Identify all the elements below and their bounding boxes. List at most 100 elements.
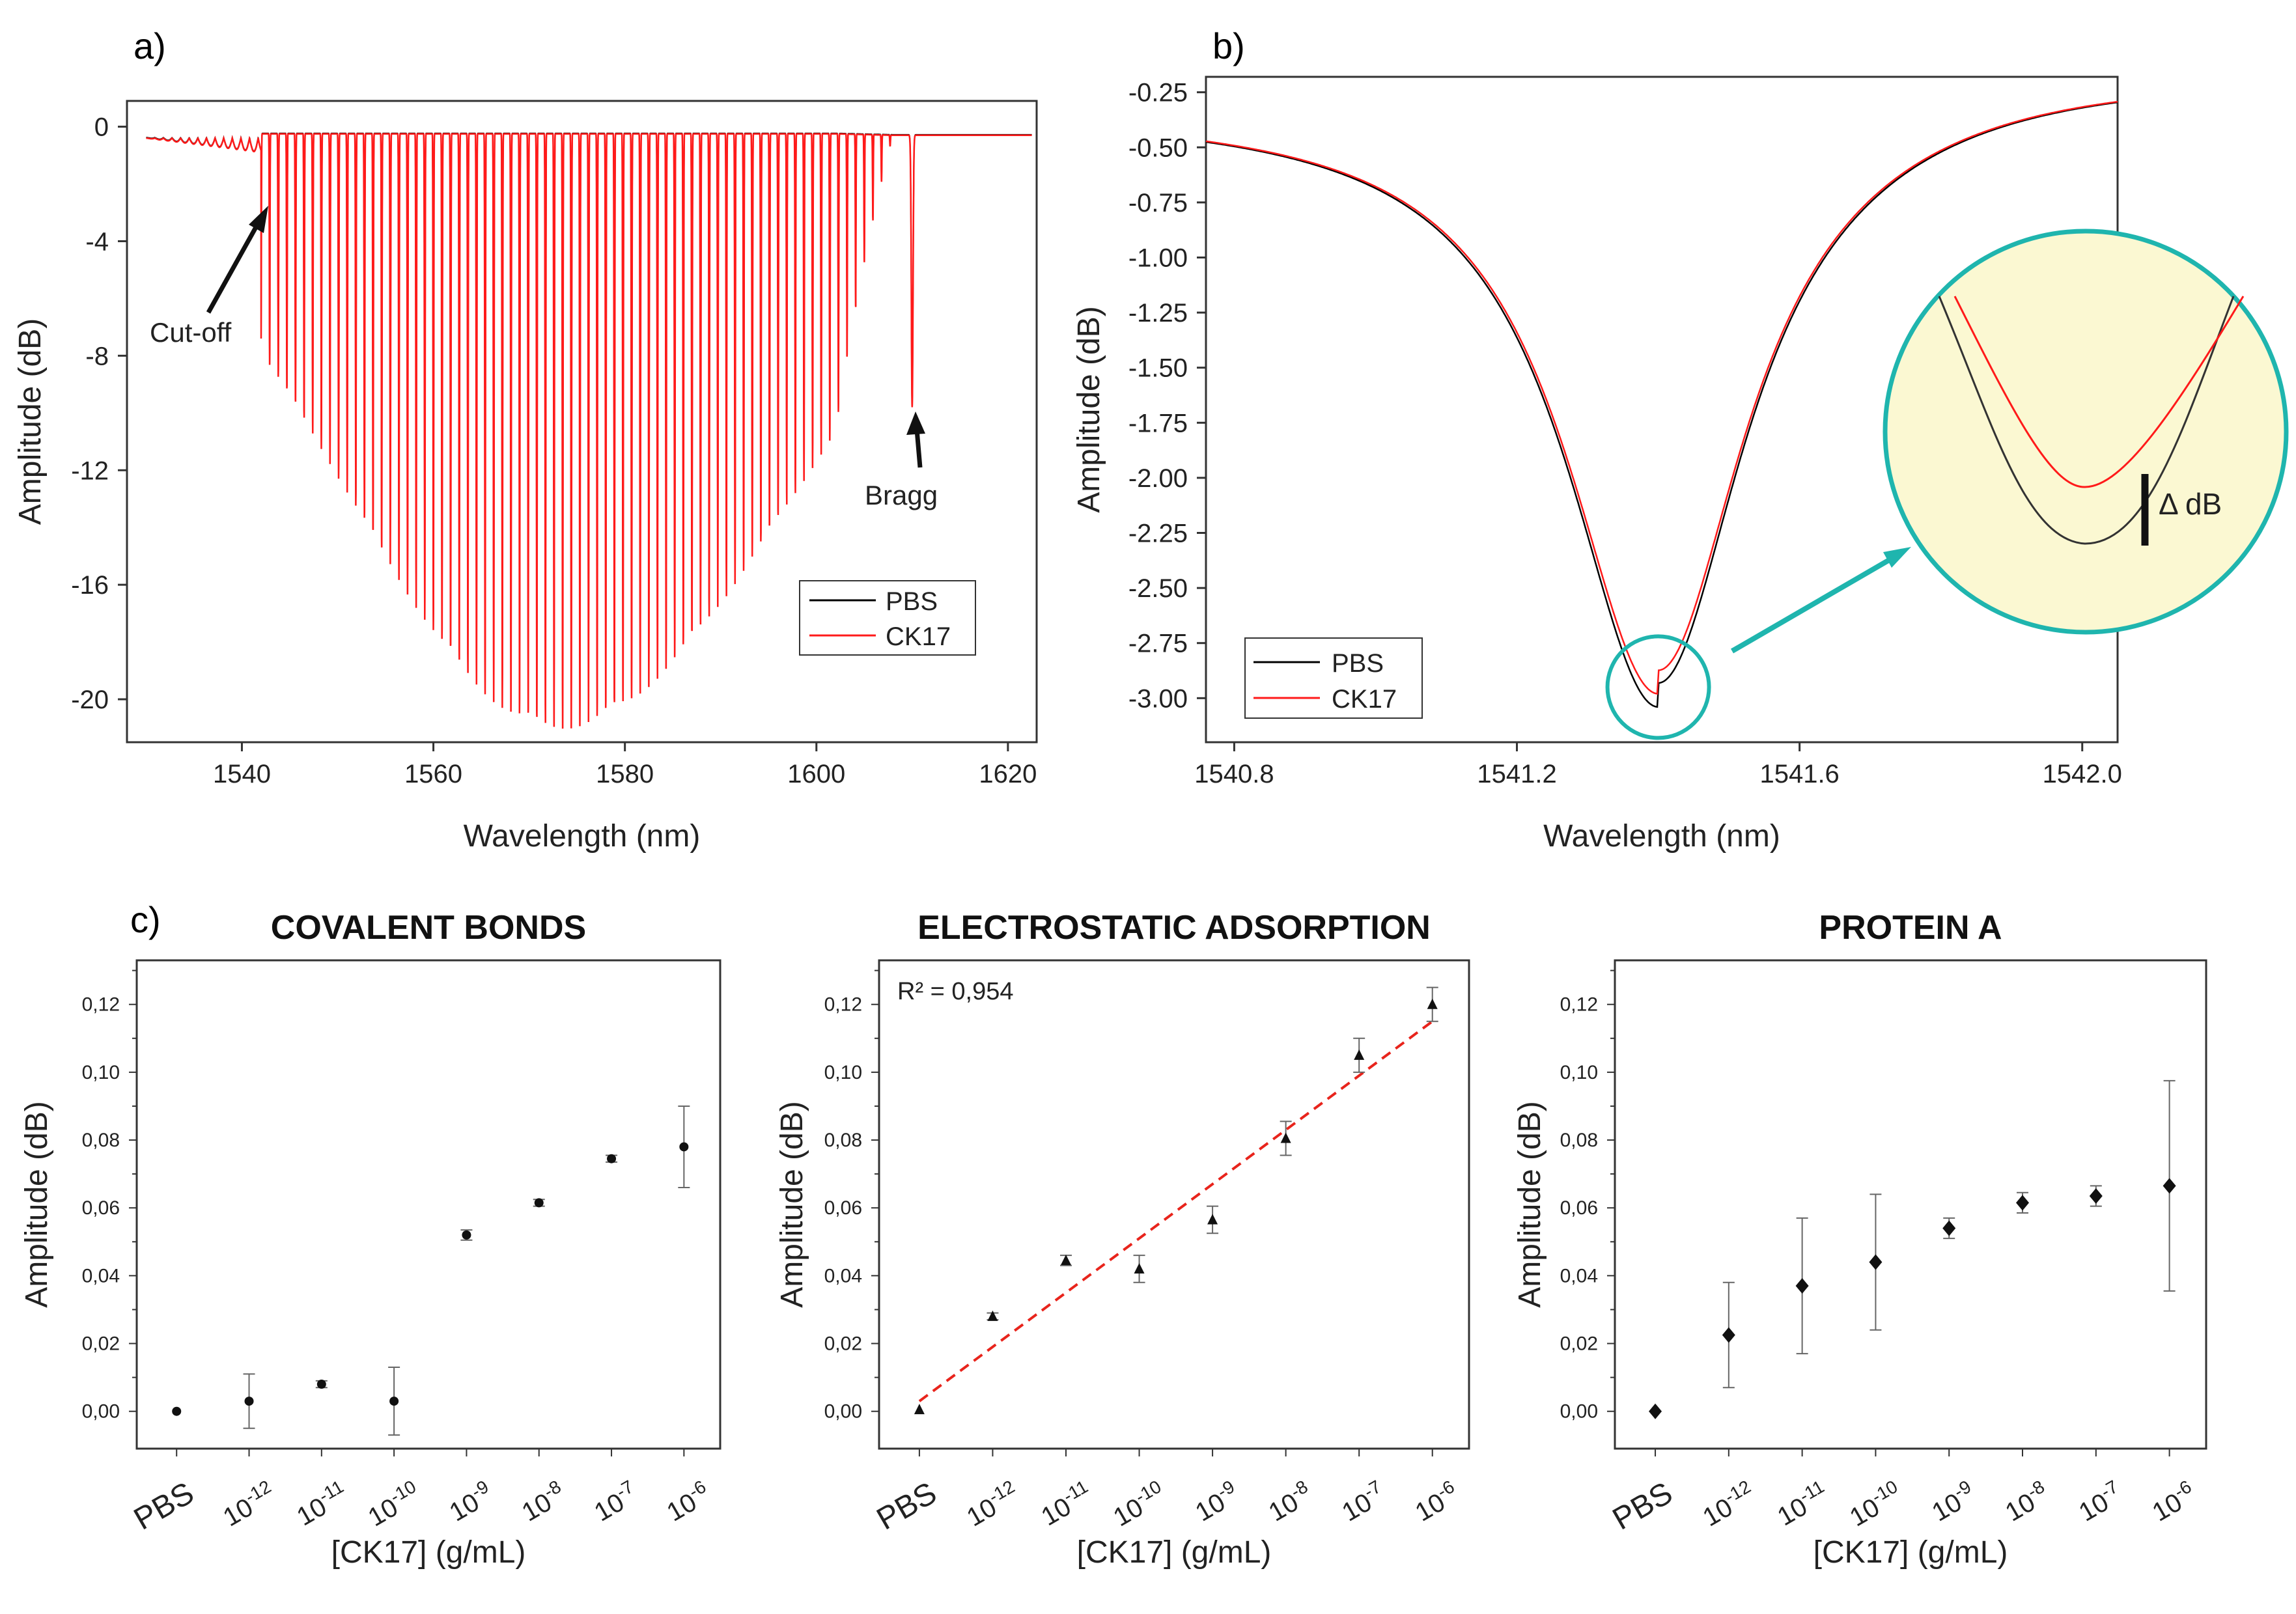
legend-label-ck17-a: CK17 bbox=[886, 622, 951, 651]
x-tick-label-power: 10-8 bbox=[1998, 1476, 2054, 1527]
data-point bbox=[1649, 1403, 1662, 1419]
y-tick-label-b: -1.25 bbox=[1128, 299, 1188, 327]
zoom-circle bbox=[1605, 634, 1711, 740]
inset-curve-pbs bbox=[1938, 296, 2235, 545]
x-tick-label-a: 1560 bbox=[404, 760, 462, 788]
y-tick-label: 0,10 bbox=[82, 1062, 120, 1083]
x-tick-label-b: 1541.2 bbox=[1477, 760, 1556, 788]
plot-frame bbox=[1614, 959, 2207, 1450]
y-tick-label: 0,08 bbox=[824, 1130, 862, 1151]
x-tick-label-power: 10-10 bbox=[1106, 1476, 1171, 1532]
data-point bbox=[1060, 1254, 1071, 1265]
x-axis-label-b: Wavelength (nm) bbox=[1543, 819, 1780, 854]
y-axis-label: Amplitude (dB) bbox=[20, 1101, 54, 1307]
bragg-arrowhead bbox=[906, 411, 925, 435]
y-tick-label: 0,08 bbox=[1560, 1130, 1598, 1151]
y-tick-label-b: -2.00 bbox=[1128, 464, 1188, 493]
data-point bbox=[987, 1310, 998, 1321]
data-point bbox=[1795, 1278, 1809, 1294]
chart-a: 1540 1560 1580 1600 1620 0 -4 -8 -12 -16 -20 Wavele… bbox=[13, 100, 1038, 854]
data-point bbox=[1427, 998, 1438, 1009]
y-tick-label-a: -20 bbox=[71, 686, 109, 714]
cutoff-arrowhead bbox=[249, 206, 268, 233]
r-squared-label: R² = 0,954 bbox=[897, 978, 1014, 1005]
zoom-arrow bbox=[1730, 554, 1897, 654]
y-tick-label: 0,12 bbox=[82, 994, 120, 1016]
plot-frame-a bbox=[126, 100, 1038, 744]
x-tick-label-power: 10-8 bbox=[515, 1476, 570, 1527]
y-tick-label: 0,00 bbox=[1560, 1401, 1598, 1423]
x-tick-label-a: 1600 bbox=[787, 760, 845, 788]
fit-line bbox=[918, 1020, 1433, 1402]
data-point bbox=[607, 1154, 617, 1163]
inset-circle bbox=[1883, 229, 2289, 635]
chart-title: PROTEIN A bbox=[1819, 909, 2002, 947]
x-tick-label-power: 10-9 bbox=[1188, 1476, 1244, 1527]
x-tick-label-pbs: PBS bbox=[871, 1476, 943, 1537]
y-axis-label-b: Amplitude (dB) bbox=[1072, 306, 1106, 512]
data-point bbox=[2163, 1178, 2176, 1194]
x-tick-label-power: 10-6 bbox=[2146, 1476, 2201, 1527]
chart-b: 1540.8 1541.2 1541.6 1542.0 -0.25 -0.50 -0.75 -… bbox=[1072, 76, 2289, 854]
x-tick-label-pbs: PBS bbox=[128, 1476, 200, 1537]
y-tick-label: 0,12 bbox=[1560, 994, 1598, 1016]
y-tick-label: 0,06 bbox=[824, 1197, 862, 1219]
x-axis-label-a: Wavelength (nm) bbox=[464, 819, 701, 854]
y-tick-label: 0,00 bbox=[824, 1401, 862, 1423]
y-axis-label: Amplitude (dB) bbox=[1513, 1101, 1547, 1307]
data-point bbox=[1354, 1049, 1365, 1060]
chart-title: ELECTROSTATIC ADSORPTION bbox=[917, 909, 1431, 947]
x-tick-label-power: 10-7 bbox=[1336, 1476, 1391, 1527]
y-tick-label: 0,02 bbox=[824, 1333, 862, 1355]
x-tick-label-power: 10-10 bbox=[1843, 1476, 1907, 1532]
data-point bbox=[1207, 1214, 1218, 1225]
data-point bbox=[1942, 1220, 1956, 1236]
y-tick-label-a: 0 bbox=[94, 113, 109, 142]
y-tick-label-b: -0.50 bbox=[1128, 133, 1188, 162]
x-tick-label-power: 10-7 bbox=[587, 1476, 643, 1527]
chart-title: COVALENT BONDS bbox=[271, 909, 586, 947]
annotation-cutoff: Cut-off bbox=[150, 317, 232, 348]
y-tick-label: 0,02 bbox=[82, 1333, 120, 1355]
x-tick-label-power: 10-11 bbox=[1035, 1476, 1098, 1531]
x-tick-label-power: 10-11 bbox=[1771, 1476, 1834, 1531]
y-tick-label-a: -8 bbox=[85, 342, 109, 370]
x-tick-label-power: 10-12 bbox=[1696, 1476, 1761, 1532]
y-tick-label-b: -0.25 bbox=[1128, 79, 1188, 107]
y-tick-label: 0,10 bbox=[824, 1062, 862, 1083]
data-point bbox=[679, 1142, 689, 1152]
x-tick-label-b: 1541.6 bbox=[1759, 760, 1839, 788]
y-tick-label-b: -2.50 bbox=[1128, 574, 1188, 603]
y-tick-label: 0,10 bbox=[1560, 1062, 1598, 1083]
panel-label-a: a) bbox=[133, 25, 166, 66]
x-tick-label-b: 1542.0 bbox=[2043, 760, 2122, 788]
panel-label-c: c) bbox=[130, 899, 161, 940]
data-point bbox=[1722, 1327, 1735, 1343]
data-point bbox=[2089, 1188, 2103, 1204]
y-tick-label: 0,04 bbox=[82, 1265, 120, 1287]
y-tick-label-b: -1.50 bbox=[1128, 354, 1188, 383]
y-tick-label-b: -0.75 bbox=[1128, 189, 1188, 217]
y-tick-label: 0,06 bbox=[1560, 1197, 1598, 1219]
y-tick-label: 0,06 bbox=[82, 1197, 120, 1219]
y-tick-label-a: -12 bbox=[71, 456, 109, 485]
series-line-ck17-a bbox=[146, 133, 1032, 729]
data-point bbox=[1134, 1262, 1145, 1273]
x-tick-label-a: 1580 bbox=[596, 760, 654, 788]
legend-label-pbs-a: PBS bbox=[886, 587, 938, 616]
x-tick-label-power: 10-6 bbox=[1408, 1476, 1464, 1527]
y-tick-label: 0,02 bbox=[1560, 1333, 1598, 1355]
y-tick-label: 0,12 bbox=[824, 994, 862, 1016]
x-tick-label-power: 10-7 bbox=[2072, 1476, 2127, 1527]
plot-frame bbox=[878, 959, 1470, 1450]
legend-box-b bbox=[1244, 637, 1423, 719]
x-tick-label-power: 10-12 bbox=[216, 1476, 281, 1532]
y-tick-label-b: -2.75 bbox=[1128, 630, 1188, 658]
x-tick-label-power: 10-6 bbox=[660, 1476, 716, 1527]
x-tick-label-b: 1540.8 bbox=[1194, 760, 1274, 788]
data-point bbox=[1280, 1132, 1291, 1143]
x-axis-label: [CK17] (g/mL) bbox=[1077, 1535, 1272, 1570]
y-axis-label: Amplitude (dB) bbox=[775, 1101, 809, 1307]
data-point bbox=[914, 1404, 925, 1415]
y-tick-label: 0,04 bbox=[824, 1265, 862, 1287]
